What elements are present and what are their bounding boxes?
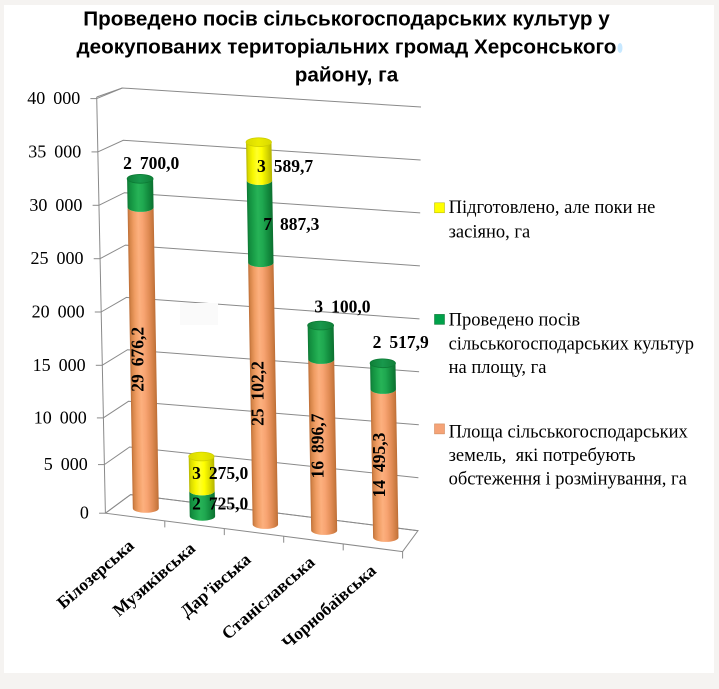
svg-text:10 000: 10 000 bbox=[34, 407, 87, 427]
svg-text:29 676,2: 29 676,2 bbox=[128, 327, 148, 392]
svg-text:сільськогосподарських культур: сільськогосподарських культур bbox=[449, 334, 694, 354]
svg-text:30 000: 30 000 bbox=[29, 195, 82, 215]
svg-text:3 100,0: 3 100,0 bbox=[314, 297, 370, 317]
svg-text:району, га: району, га bbox=[295, 64, 399, 87]
svg-text:3 275,0: 3 275,0 bbox=[192, 463, 248, 483]
svg-text:25 000: 25 000 bbox=[31, 248, 84, 268]
svg-text:земель, які потребують: земель, які потребують bbox=[449, 446, 636, 466]
svg-text:15 000: 15 000 bbox=[33, 355, 86, 375]
svg-text:Площа сільськогосподарських: Площа сільськогосподарських bbox=[449, 422, 689, 442]
svg-text:2 700,0: 2 700,0 bbox=[123, 153, 179, 173]
svg-text:14 495,3: 14 495,3 bbox=[369, 432, 389, 497]
svg-text:обстеження і розмінування, га: обстеження і розмінування, га bbox=[449, 470, 687, 490]
svg-text:2 517,9: 2 517,9 bbox=[373, 332, 429, 352]
svg-text:Проведено посів сільськогоспод: Проведено посів сільськогосподарських ку… bbox=[83, 8, 610, 31]
svg-text:16 896,7: 16 896,7 bbox=[308, 413, 328, 478]
svg-text:25 102,2: 25 102,2 bbox=[248, 361, 268, 426]
svg-text:40 000: 40 000 bbox=[27, 88, 80, 108]
svg-text:деокупованих територіальних гр: деокупованих територіальних громад Херсо… bbox=[77, 36, 617, 59]
svg-text:20 000: 20 000 bbox=[32, 302, 85, 322]
svg-text:Проведено посів: Проведено посів bbox=[449, 311, 581, 331]
svg-text:на площу, га: на площу, га bbox=[449, 358, 547, 378]
svg-text:5 000: 5 000 bbox=[44, 454, 88, 474]
svg-text:35 000: 35 000 bbox=[28, 141, 81, 161]
svg-text:2 725,0: 2 725,0 bbox=[192, 494, 248, 514]
svg-text:Підготовлено, але поки не: Підготовлено, але поки не bbox=[449, 198, 656, 218]
svg-text:3 589,7: 3 589,7 bbox=[257, 156, 313, 176]
svg-text:7 887,3: 7 887,3 bbox=[263, 214, 319, 234]
svg-text:засіяно, га: засіяно, га bbox=[449, 222, 531, 242]
svg-text:0: 0 bbox=[80, 503, 89, 523]
